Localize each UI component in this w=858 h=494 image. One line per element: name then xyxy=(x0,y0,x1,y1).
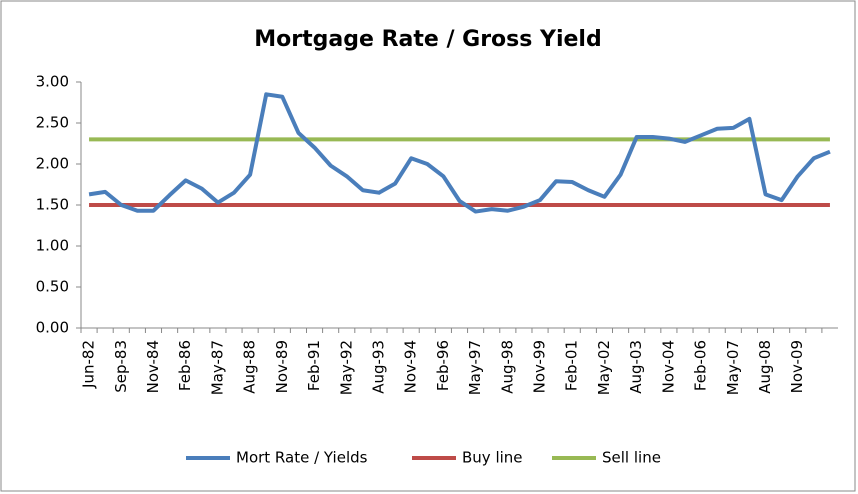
x-tick-label: Aug-98 xyxy=(498,340,516,394)
x-tick-label: May-97 xyxy=(466,340,484,395)
y-tick-label: 3.00 xyxy=(36,73,69,91)
x-tick-label: Nov-99 xyxy=(531,340,549,393)
y-tick-label: 1.00 xyxy=(36,237,69,255)
legend-label: Buy line xyxy=(462,449,523,467)
x-tick-label: May-02 xyxy=(595,340,613,395)
series-line xyxy=(88,92,831,214)
y-tick-label: 0.00 xyxy=(36,319,69,337)
y-tick-label: 2.50 xyxy=(36,114,69,132)
x-tick-label: Nov-04 xyxy=(659,340,677,393)
x-tick-label: Aug-03 xyxy=(627,340,645,394)
x-tick-label: Jun-82 xyxy=(80,340,98,389)
x-tick-label: Nov-94 xyxy=(402,340,420,393)
x-tick-label: May-07 xyxy=(724,340,742,395)
x-tick-label: May-87 xyxy=(208,340,226,395)
legend-label: Sell line xyxy=(602,449,661,467)
x-tick-label: Nov-84 xyxy=(144,340,162,393)
chart-title: Mortgage Rate / Gross Yield xyxy=(254,27,601,52)
x-tick-label: Nov-89 xyxy=(273,340,291,393)
y-tick-label: 2.00 xyxy=(36,155,69,173)
x-tick-label: Feb-96 xyxy=(434,340,452,391)
x-tick-label: Aug-08 xyxy=(756,340,774,394)
x-tick-label: Nov-09 xyxy=(788,340,806,393)
x-tick-label: Aug-93 xyxy=(369,340,387,394)
x-tick-label: Aug-88 xyxy=(241,340,259,394)
x-tick-label: Feb-91 xyxy=(305,340,323,391)
x-tick-label: Feb-86 xyxy=(176,340,194,391)
y-tick-label: 0.50 xyxy=(36,278,69,296)
x-tick-label: May-92 xyxy=(337,340,355,395)
x-tick-label: Feb-01 xyxy=(563,340,581,391)
y-tick-label: 1.50 xyxy=(36,196,69,214)
x-tick-label: Sep-83 xyxy=(112,340,130,393)
legend-label: Mort Rate / Yields xyxy=(236,449,368,467)
x-tick-label: Feb-06 xyxy=(692,340,710,391)
